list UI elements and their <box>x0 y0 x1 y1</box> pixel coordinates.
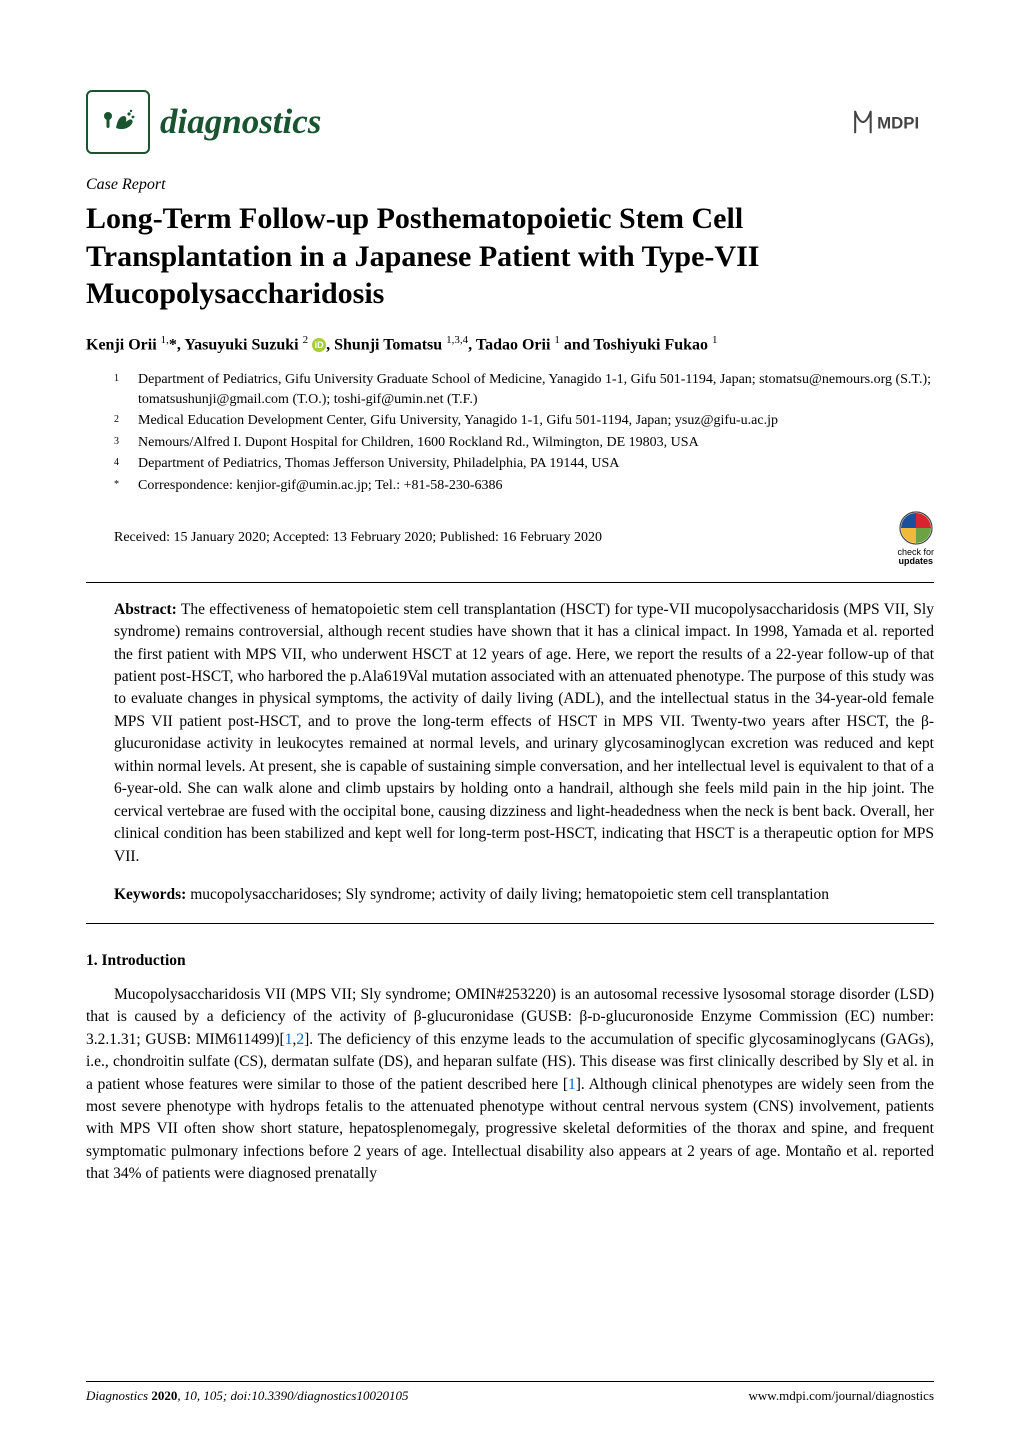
affiliation-item: * Correspondence: kenjior-gif@umin.ac.jp;… <box>114 476 934 496</box>
author-affil-sup: 1 <box>712 334 718 346</box>
affil-text: Medical Education Development Center, Gi… <box>138 411 934 431</box>
footer-right: www.mdpi.com/journal/diagnostics <box>749 1388 934 1404</box>
affil-num: * <box>114 476 126 496</box>
author-affil-sup: 1, <box>161 334 169 346</box>
orcid-icon: iD <box>312 338 326 352</box>
check-updates-icon <box>898 510 934 546</box>
author-segment: Kenji Orii <box>86 336 161 353</box>
authors-line: Kenji Orii 1,*, Yasuyuki Suzuki 2 iD, Sh… <box>86 333 934 357</box>
affiliation-item: 2 Medical Education Development Center, G… <box>114 411 934 431</box>
check-updates-text-2: updates <box>898 557 933 566</box>
keywords: Keywords: mucopolysaccharidoses; Sly syn… <box>114 884 934 906</box>
footer-journal: Diagnostics <box>86 1388 151 1403</box>
mdpi-logo: MDPI <box>850 104 934 140</box>
keywords-text: mucopolysaccharidoses; Sly syndrome; act… <box>190 886 829 903</box>
affiliations: 1 Department of Pediatrics, Gifu Universi… <box>114 370 934 496</box>
citation-ref[interactable]: 2 <box>296 1031 304 1048</box>
check-updates-badge[interactable]: check for updates <box>897 510 934 566</box>
affil-num: 1 <box>114 370 126 409</box>
page-footer: Diagnostics 2020, 10, 105; doi:10.3390/d… <box>86 1381 934 1404</box>
dates-row: Received: 15 January 2020; Accepted: 13 … <box>114 510 934 566</box>
page: diagnostics MDPI Case Report Long-Term F… <box>0 0 1020 1442</box>
author-segment: *, Yasuyuki Suzuki <box>169 336 303 353</box>
citation-ref[interactable]: 1 <box>568 1076 576 1093</box>
affiliation-item: 1 Department of Pediatrics, Gifu Universi… <box>114 370 934 409</box>
header-row: diagnostics MDPI <box>86 90 934 154</box>
footer-left: Diagnostics 2020, 10, 105; doi:10.3390/d… <box>86 1388 408 1404</box>
abstract-box: Abstract: The effectiveness of hematopoi… <box>86 582 934 924</box>
affiliation-item: 4 Department of Pediatrics, Thomas Jeffer… <box>114 454 934 474</box>
abstract-text: The effectiveness of hematopoietic stem … <box>114 601 934 865</box>
affiliation-item: 3 Nemours/Alfred I. Dupont Hospital for C… <box>114 433 934 453</box>
article-title: Long-Term Follow-up Posthematopoietic St… <box>86 200 934 313</box>
journal-name: diagnostics <box>160 102 321 142</box>
author-segment: , Shunji Tomatsu <box>326 336 446 353</box>
author-affil-sup: 1,3,4 <box>446 334 468 346</box>
footer-year: 2020 <box>151 1388 177 1403</box>
affil-text: Department of Pediatrics, Thomas Jeffers… <box>138 454 934 474</box>
affil-text: Nemours/Alfred I. Dupont Hospital for Ch… <box>138 433 934 453</box>
affil-text: Correspondence: kenjior-gif@umin.ac.jp; … <box>138 476 934 496</box>
article-type: Case Report <box>86 176 934 194</box>
affil-num: 4 <box>114 454 126 474</box>
journal-logo: diagnostics <box>86 90 321 154</box>
footer-vol: , 10, 105; doi:10.3390/diagnostics100201… <box>177 1388 408 1403</box>
affil-num: 3 <box>114 433 126 453</box>
keywords-label: Keywords: <box>114 886 186 903</box>
section-heading: 1. Introduction <box>86 952 934 970</box>
abstract: Abstract: The effectiveness of hematopoi… <box>114 599 934 869</box>
intro-paragraph: Mucopolysaccharidosis VII (MPS VII; Sly … <box>86 984 934 1186</box>
svg-text:MDPI: MDPI <box>877 113 919 132</box>
author-segment: , Tadao Orii <box>468 336 554 353</box>
affil-text: Department of Pediatrics, Gifu Universit… <box>138 370 934 409</box>
abstract-label: Abstract: <box>114 601 177 618</box>
author-segment: and Toshiyuki Fukao <box>560 336 712 353</box>
affil-num: 2 <box>114 411 126 431</box>
journal-logo-icon <box>86 90 150 154</box>
pub-dates: Received: 15 January 2020; Accepted: 13 … <box>114 530 602 546</box>
